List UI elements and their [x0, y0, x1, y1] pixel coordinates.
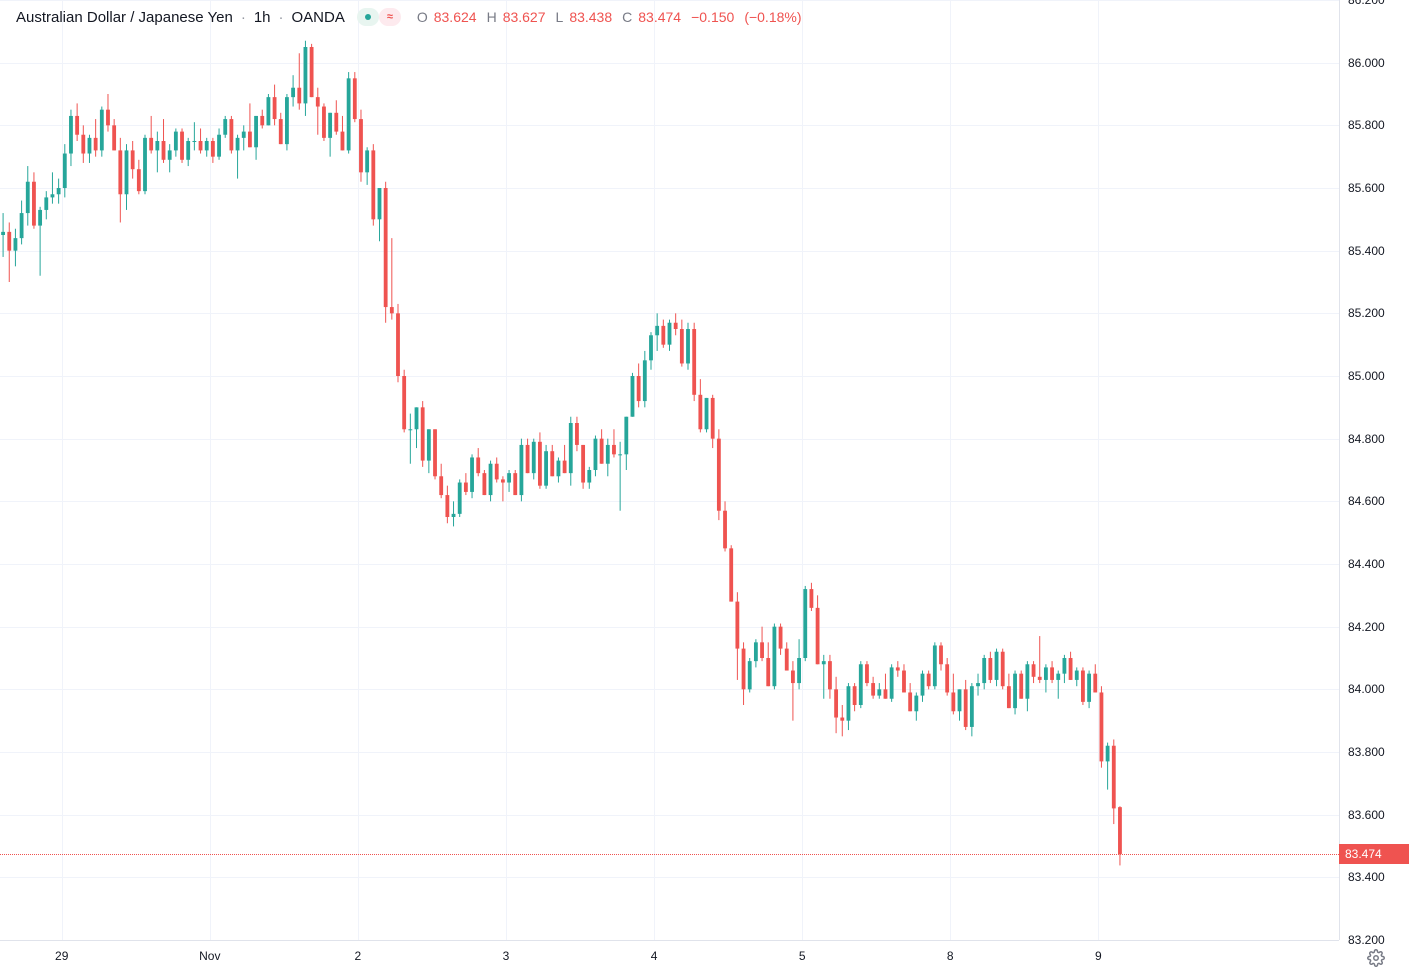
y-axis[interactable]: 83.20083.40083.60083.80084.00084.20084.4…: [1339, 0, 1409, 940]
high-label: H: [487, 9, 497, 25]
x-tick-label: 4: [651, 949, 658, 963]
high-value: 83.627: [503, 9, 546, 25]
x-tick-label: 8: [947, 949, 954, 963]
settings-icon[interactable]: [1367, 949, 1385, 967]
symbol-title[interactable]: Australian Dollar / Japanese Yen: [16, 9, 233, 26]
low-label: L: [556, 9, 564, 25]
open-value: 83.624: [434, 9, 477, 25]
last-price-line: [0, 854, 1339, 855]
close-label: C: [622, 9, 632, 25]
y-tick-label: 85.800: [1348, 118, 1385, 132]
y-tick-label: 83.400: [1348, 870, 1385, 884]
y-tick-label: 85.200: [1348, 306, 1385, 320]
x-tick-label: Nov: [199, 949, 220, 963]
open-label: O: [417, 9, 428, 25]
x-tick-label: 3: [503, 949, 510, 963]
y-tick-label: 86.000: [1348, 56, 1385, 70]
interval-label[interactable]: 1h: [254, 9, 271, 26]
chart-area[interactable]: 83.200 83.400 83.600 83.800 84.000 84.200 84.4…: [0, 0, 1409, 973]
y-tick-label: 86.200: [1348, 0, 1385, 7]
x-tick-label: 5: [799, 949, 806, 963]
low-value: 83.438: [569, 9, 612, 25]
separator: ·: [241, 9, 246, 26]
y-tick-label: 85.000: [1348, 369, 1385, 383]
y-tick-label: 83.800: [1348, 745, 1385, 759]
last-price-tag: 83.474: [1339, 844, 1409, 864]
y-tick-label: 84.200: [1348, 620, 1385, 634]
candlestick-series: [0, 0, 1339, 940]
y-tick-label: 84.000: [1348, 682, 1385, 696]
badges: ≈: [357, 8, 401, 26]
separator: ·: [279, 9, 284, 26]
x-tick-label: 2: [355, 949, 362, 963]
y-tick-label: 83.600: [1348, 808, 1385, 822]
approx-badge-icon: ≈: [379, 8, 401, 26]
y-tick-label: 85.400: [1348, 244, 1385, 258]
change-pct-value: (−0.18%): [744, 9, 801, 25]
close-value: 83.474: [638, 9, 681, 25]
status-badge-icon: [357, 8, 379, 26]
ohlc-readout: O 83.624 H 83.627 L 83.438 C 83.474 −0.150 (…: [417, 9, 806, 25]
y-tick-label: 85.600: [1348, 181, 1385, 195]
y-tick-label: 84.800: [1348, 432, 1385, 446]
x-axis[interactable]: 29 Nov 2 3 4 5 8 9: [0, 940, 1339, 973]
x-tick-label: 29: [55, 949, 68, 963]
chart-header: Australian Dollar / Japanese Yen · 1h · …: [16, 8, 806, 26]
x-tick-label: 9: [1095, 949, 1102, 963]
data-source: OANDA: [292, 9, 345, 26]
change-value: −0.150: [691, 9, 734, 25]
y-tick-label: 83.200: [1348, 933, 1385, 947]
y-tick-label: 84.400: [1348, 557, 1385, 571]
y-tick-label: 84.600: [1348, 494, 1385, 508]
